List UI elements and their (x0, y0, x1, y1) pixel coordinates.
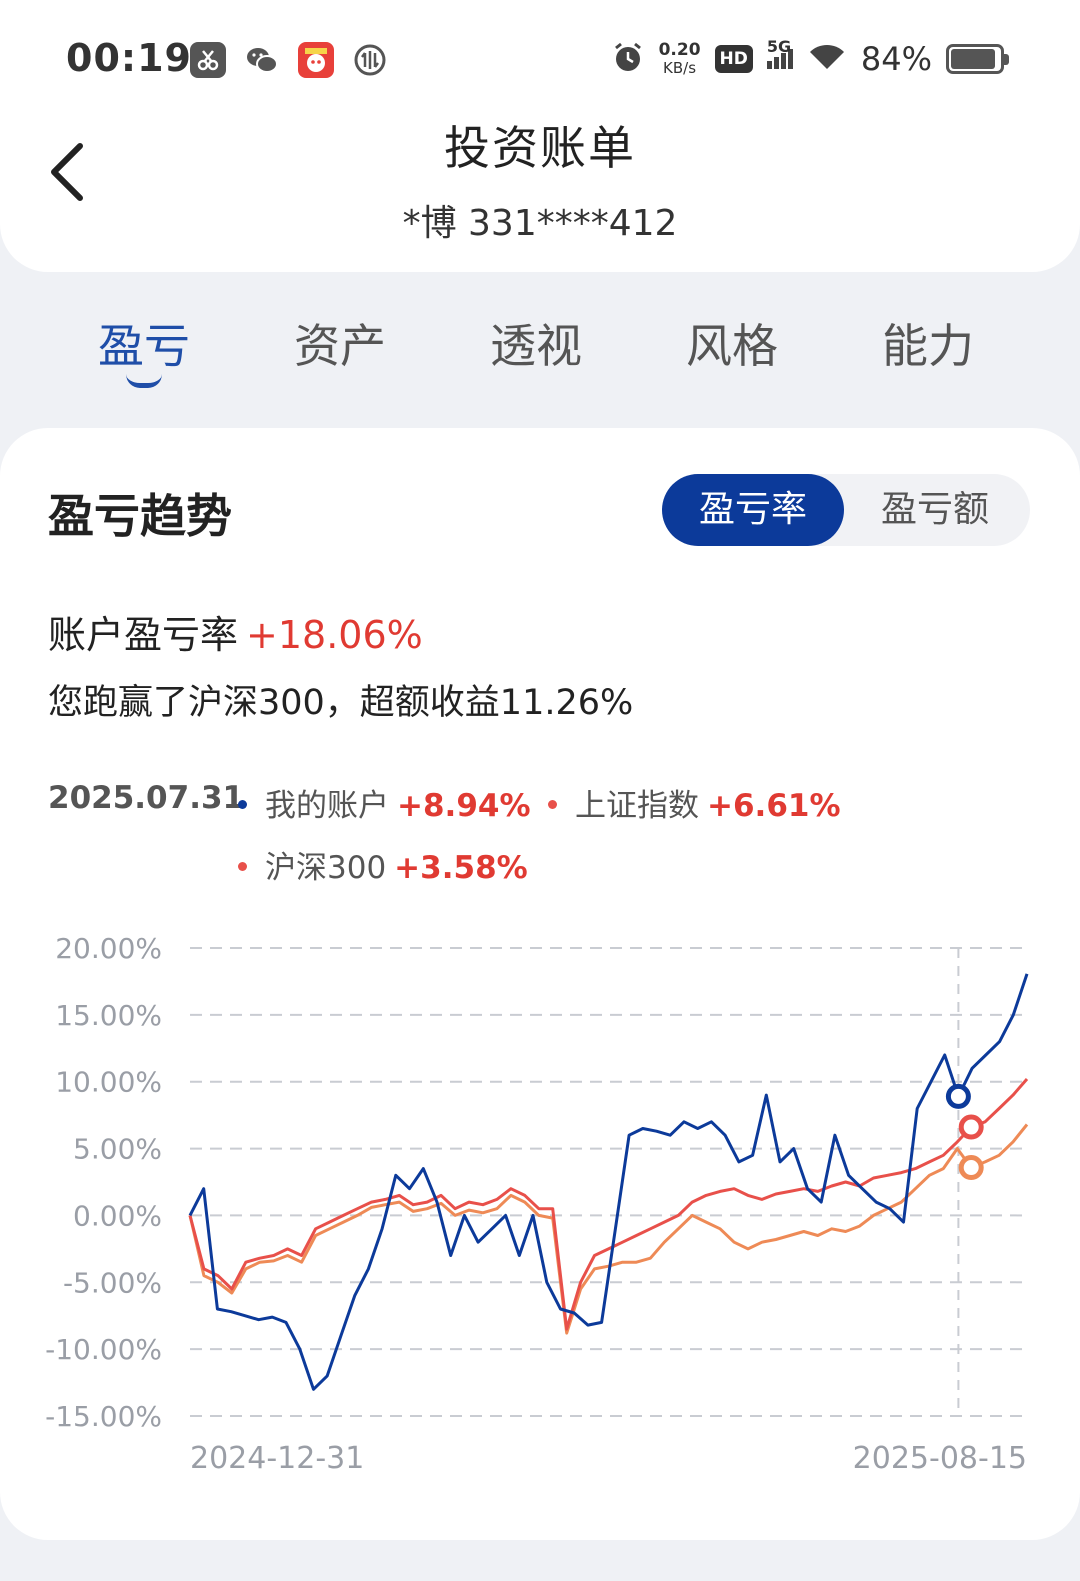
cursor-marker (958, 1155, 984, 1181)
battery-percent: 84% (860, 40, 932, 78)
battery-icon (946, 44, 1009, 74)
wechat-icon (244, 42, 280, 78)
y-tick-label: -15.00% (45, 1400, 162, 1433)
top-card: 00:19 0.20 KB/s HD (0, 0, 1080, 272)
net-speed: 0.20 KB/s (658, 40, 701, 77)
legend-my-account: 我的账户 +8.94% (238, 780, 531, 825)
y-tick-label: 0.00% (73, 1199, 162, 1232)
tab-profit-loss[interactable]: 盈亏 (64, 310, 224, 388)
metric-toggle: 盈亏率 盈亏额 (662, 474, 1030, 546)
toggle-amount-button[interactable]: 盈亏额 (880, 489, 989, 530)
profit-chart[interactable]: 20.00% 15.00% 10.00% 5.00% 0.00% -5.00% -10.00… (0, 918, 1080, 1498)
status-right: 0.20 KB/s HD 5G 84% (611, 37, 1009, 78)
shopping-app-icon (298, 42, 334, 78)
wifi-icon (807, 41, 847, 77)
back-button[interactable] (40, 138, 100, 208)
profit-chart-svg: 20.00% 15.00% 10.00% 5.00% 0.00% -5.00% -10.00… (45, 932, 1029, 1476)
tab-perspective[interactable]: 透视 (490, 319, 582, 373)
scissors-app-icon (190, 42, 226, 78)
chevron-left-icon (51, 143, 83, 201)
legend-csi300: 沪深300 +3.58% (238, 842, 528, 887)
tab-ability[interactable]: 能力 (882, 319, 974, 373)
hd-badge: HD (714, 45, 753, 73)
summary-text: 您跑赢了沪深300，超额收益11.26% (48, 683, 634, 723)
page-title: 投资账单 (444, 121, 636, 175)
tab-bar: 盈亏 资产 透视 风格 能力 (0, 310, 1080, 390)
toggle-rate-button[interactable]: 盈亏率 (662, 474, 844, 546)
rate-value: +18.06% (246, 613, 423, 657)
legend-dot (238, 862, 247, 871)
y-tick-label: -5.00% (63, 1266, 162, 1299)
profit-trend-card: 盈亏趋势 盈亏率 盈亏额 账户盈亏率 +18.06% 您跑赢了沪深300，超额收益… (0, 428, 1080, 1540)
y-tick-label: -10.00% (45, 1333, 162, 1366)
status-bar: 00:19 0.20 KB/s HD (0, 30, 1080, 90)
notification-icons (190, 42, 388, 78)
account-number: *博 331****412 (402, 203, 678, 244)
legend-date: 2025.07.31 (48, 780, 245, 816)
status-time: 00:19 (66, 36, 192, 80)
x-tick-label: 2024-12-31 (190, 1441, 364, 1476)
series-line-0 (188, 973, 1029, 1391)
legend-dot (548, 800, 557, 809)
tab-active-indicator (126, 374, 162, 388)
signal-icon: 5G (766, 37, 793, 69)
tab-style[interactable]: 风格 (686, 319, 778, 373)
alarm-icon (611, 40, 645, 78)
legend-shanghai-index: 上证指数 +6.61% (548, 780, 841, 825)
account-rate: 账户盈亏率 +18.06% (48, 604, 423, 659)
y-tick-label: 5.00% (73, 1133, 162, 1166)
series-line-1 (188, 1078, 1029, 1331)
y-tick-label: 10.00% (55, 1066, 162, 1099)
y-tick-label: 15.00% (55, 999, 162, 1032)
cursor-marker (945, 1083, 971, 1109)
stock-app-icon (352, 42, 388, 78)
rate-label: 账户盈亏率 (48, 613, 239, 657)
cursor-marker (958, 1114, 984, 1140)
x-tick-label: 2025-08-15 (853, 1441, 1027, 1476)
section-title: 盈亏趋势 (48, 489, 232, 543)
y-tick-label: 20.00% (55, 932, 162, 965)
legend-dot (238, 800, 247, 809)
tab-assets[interactable]: 资产 (294, 319, 386, 373)
